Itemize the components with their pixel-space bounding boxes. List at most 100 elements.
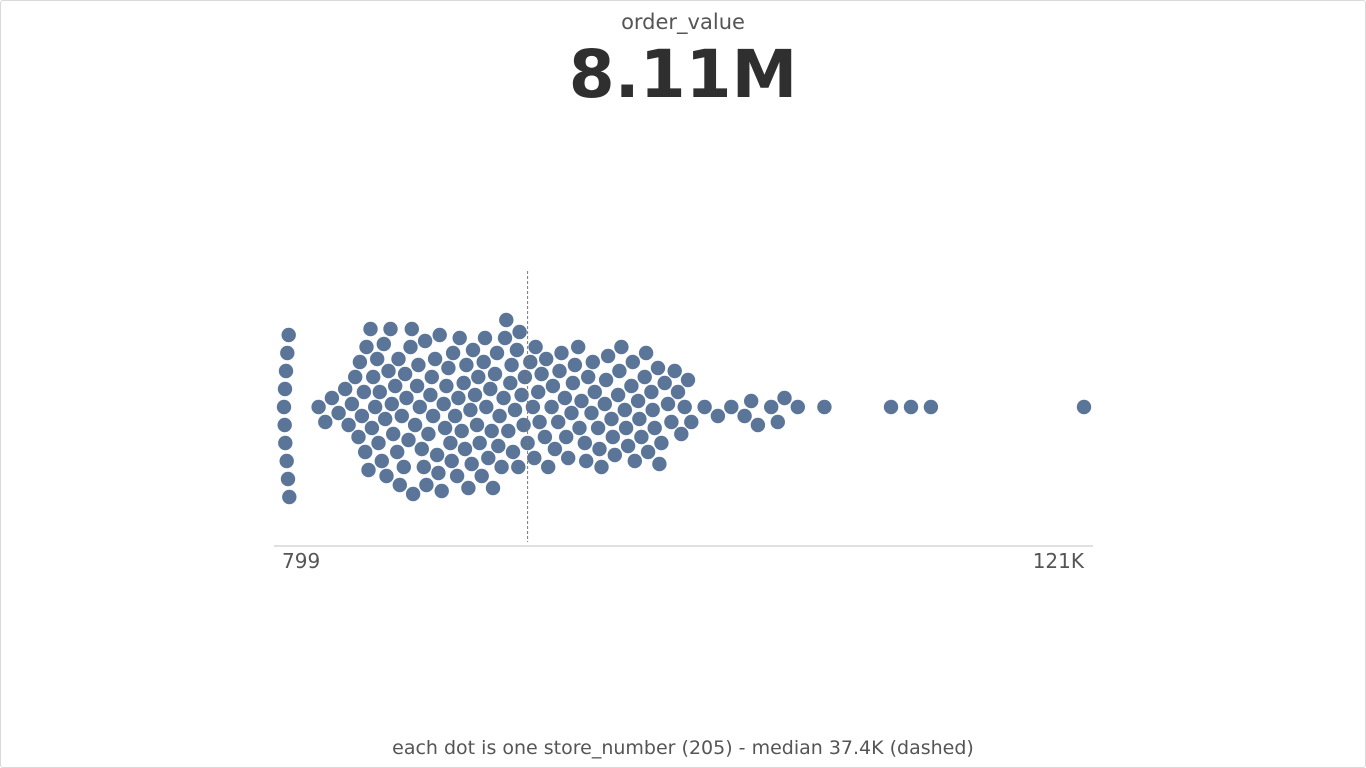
store-dot[interactable] [414,441,429,457]
store-dot[interactable] [511,459,526,475]
store-dot[interactable] [509,342,525,358]
store-dot[interactable] [574,393,589,409]
store-dot[interactable] [670,384,686,400]
store-dot[interactable] [594,459,609,475]
store-dot[interactable] [344,396,360,412]
store-dot[interactable] [547,441,563,457]
store-dot[interactable] [634,429,649,445]
store-dot[interactable] [423,387,438,403]
store-dot[interactable] [525,399,541,415]
store-dot[interactable] [371,435,386,451]
store-dot[interactable] [434,483,449,499]
store-dot[interactable] [605,429,620,445]
store-dot[interactable] [612,363,627,379]
store-dot[interactable] [559,429,574,445]
store-dot[interactable] [396,459,411,475]
store-dot[interactable] [457,441,473,457]
store-dot[interactable] [657,375,672,391]
store-dot[interactable] [348,369,363,385]
store-dot[interactable] [505,444,521,460]
store-dot[interactable] [282,489,297,505]
store-dot[interactable] [376,336,391,352]
store-dot[interactable] [632,411,647,427]
store-dot[interactable] [750,417,766,433]
store-dot[interactable] [281,327,296,343]
store-dot[interactable] [278,435,293,451]
store-dot[interactable] [388,378,403,394]
store-dot[interactable] [441,360,456,376]
store-dot[interactable] [318,414,333,430]
store-dot[interactable] [401,432,416,448]
store-dot[interactable] [534,366,549,382]
store-dot[interactable] [527,450,542,466]
store-dot[interactable] [577,435,592,451]
store-dot[interactable] [356,384,372,400]
store-dot[interactable] [277,417,292,433]
store-dot[interactable] [883,399,899,415]
store-dot[interactable] [361,462,376,478]
store-dot[interactable] [412,399,427,415]
store-dot[interactable] [471,369,486,385]
store-dot[interactable] [660,396,676,412]
store-dot[interactable] [476,354,491,370]
store-dot[interactable] [903,399,919,415]
store-dot[interactable] [640,444,656,460]
store-dot[interactable] [565,375,581,391]
store-dot[interactable] [523,354,538,370]
store-dot[interactable] [551,414,566,430]
store-dot[interactable] [507,402,523,418]
store-dot[interactable] [564,405,579,421]
store-dot[interactable] [403,339,418,355]
store-dot[interactable] [677,399,692,415]
store-dot[interactable] [386,426,401,442]
store-dot[interactable] [477,330,493,346]
store-dot[interactable] [464,456,479,472]
store-dot[interactable] [512,324,527,340]
store-dot[interactable] [483,381,498,397]
store-dot[interactable] [724,399,739,415]
store-dot[interactable] [554,345,569,361]
store-dot[interactable] [645,402,660,418]
store-dot[interactable] [584,405,599,421]
store-dot[interactable] [416,459,431,475]
store-dot[interactable] [652,456,667,472]
store-dot[interactable] [496,390,511,406]
store-dot[interactable] [531,384,546,400]
store-dot[interactable] [491,438,506,454]
store-dot[interactable] [494,459,509,475]
store-dot[interactable] [590,420,606,436]
store-dot[interactable] [737,408,752,424]
store-dot[interactable] [667,363,682,379]
store-dot[interactable] [358,444,373,460]
store-dot[interactable] [503,375,518,391]
store-dot[interactable] [338,381,353,397]
store-dot[interactable] [571,339,586,355]
store-dot[interactable] [710,408,726,424]
store-dot[interactable] [618,420,634,436]
store-dot[interactable] [684,414,699,430]
store-dot[interactable] [421,426,436,442]
store-dot[interactable] [404,321,419,337]
store-dot[interactable] [465,342,481,358]
store-dot[interactable] [363,321,378,337]
store-dot[interactable] [638,345,654,361]
store-dot[interactable] [436,396,451,412]
store-dot[interactable] [392,477,407,493]
store-dot[interactable] [537,429,553,445]
store-dot[interactable] [419,477,434,493]
store-dot[interactable] [545,378,561,394]
store-dot[interactable] [429,447,445,463]
store-dot[interactable] [444,453,459,469]
store-dot[interactable] [461,480,476,496]
store-dot[interactable] [517,369,533,385]
store-dot[interactable] [587,384,602,400]
store-dot[interactable] [484,423,499,439]
store-dot[interactable] [497,330,513,346]
store-dot[interactable] [650,360,666,376]
store-dot[interactable] [381,363,396,379]
store-dot[interactable] [280,471,296,487]
store-dot[interactable] [331,405,346,421]
store-dot[interactable] [744,393,759,409]
store-dot[interactable] [487,366,503,382]
store-dot[interactable] [374,453,389,469]
